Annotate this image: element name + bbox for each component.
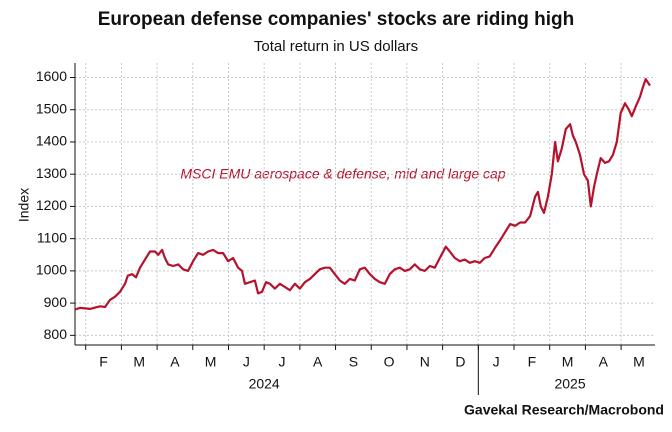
y-tick-label: 1400 bbox=[36, 133, 67, 149]
x-tick-label: M bbox=[205, 354, 217, 370]
chart-subtitle: Total return in US dollars bbox=[254, 38, 418, 55]
x-tick-label: F bbox=[528, 354, 537, 370]
x-tick-label: A bbox=[170, 354, 180, 370]
year-label: 2025 bbox=[554, 376, 585, 392]
y-tick-label: 1100 bbox=[37, 229, 67, 245]
y-tick-label: 1600 bbox=[36, 68, 67, 84]
x-tick-label: M bbox=[633, 354, 645, 370]
y-tick-label: 1200 bbox=[36, 197, 67, 213]
line bbox=[74, 78, 651, 311]
source: Gavekal Research/Macrobond bbox=[464, 402, 664, 418]
y-tick-label: 1300 bbox=[36, 165, 67, 181]
x-tick-label: J bbox=[493, 354, 500, 370]
x-tick-label: J bbox=[243, 354, 250, 370]
x-tick-label: N bbox=[420, 354, 430, 370]
x-tick-label: F bbox=[99, 354, 108, 370]
x-tick-label: M bbox=[562, 354, 574, 370]
x-tick-label: M bbox=[133, 354, 145, 370]
y-tick-label: 900 bbox=[44, 294, 68, 310]
y-tick-label: 800 bbox=[44, 326, 68, 342]
y-tick-label: 1500 bbox=[36, 100, 67, 116]
x-tick-label: S bbox=[349, 354, 358, 370]
y-tick-label: 1000 bbox=[36, 262, 67, 278]
y-axis-label: Index bbox=[16, 188, 32, 222]
chart-title: European defense companies' stocks are r… bbox=[98, 9, 574, 30]
x-tick-label: D bbox=[455, 354, 465, 370]
x-tick-label: A bbox=[313, 354, 323, 370]
x-tick-label: O bbox=[384, 354, 395, 370]
x-tick-label: A bbox=[599, 354, 609, 370]
year-label: 2024 bbox=[249, 376, 280, 392]
x-tick-label: J bbox=[279, 354, 286, 370]
